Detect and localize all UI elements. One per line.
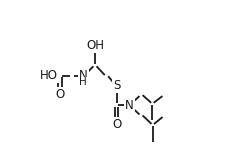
- Text: OH: OH: [86, 39, 104, 52]
- Text: H: H: [78, 77, 86, 87]
- Text: N: N: [79, 69, 87, 82]
- Text: N: N: [125, 99, 134, 112]
- Text: HO: HO: [40, 69, 58, 82]
- Text: S: S: [113, 79, 120, 92]
- Text: O: O: [112, 118, 121, 131]
- Text: O: O: [56, 88, 65, 101]
